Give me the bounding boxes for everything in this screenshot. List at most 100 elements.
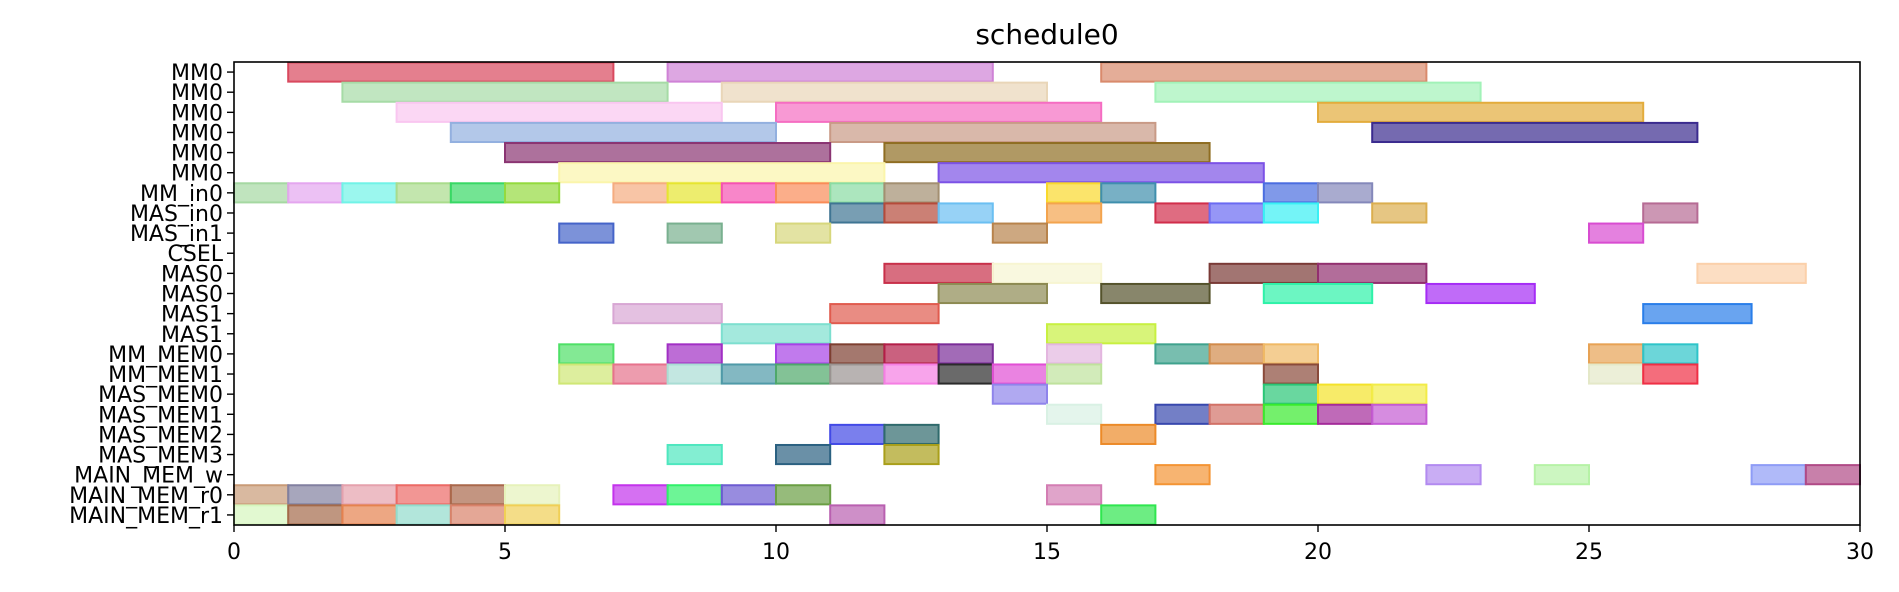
task-bar <box>395 484 452 506</box>
task-bar <box>1100 182 1157 204</box>
task-bar <box>829 504 886 526</box>
task-bar <box>1588 363 1645 385</box>
row-label: MAIN_MEM_r0 <box>69 484 223 509</box>
task-bar <box>287 504 344 526</box>
task-bar <box>504 504 561 526</box>
task-bar <box>829 423 886 445</box>
task-bar <box>1154 81 1482 103</box>
task-bar <box>1588 343 1645 365</box>
task-bar <box>937 282 1048 305</box>
row-label: MAS0 <box>161 262 223 287</box>
chart-title: schedule0 <box>975 18 1118 51</box>
task-bar <box>1642 363 1699 385</box>
task-bar <box>1371 202 1428 224</box>
task-bar <box>666 443 723 466</box>
task-bar <box>991 262 1103 284</box>
task-bar <box>504 484 561 506</box>
task-bar <box>1046 403 1103 425</box>
task-bar <box>991 222 1048 244</box>
task-bar <box>775 484 832 506</box>
task-bar <box>937 343 994 365</box>
task-bar <box>775 343 832 365</box>
task-bar <box>1642 202 1699 224</box>
task-bar <box>1154 464 1211 486</box>
task-bar <box>829 363 886 385</box>
row-label: MAS_MEM0 <box>98 383 223 408</box>
task-bar <box>1533 464 1591 486</box>
task-bar <box>341 504 398 526</box>
task-bar <box>449 182 506 204</box>
task-bar <box>1046 182 1103 204</box>
row-label: MAS_MEM3 <box>98 444 223 469</box>
task-bar <box>1696 262 1807 284</box>
task-bar <box>775 363 832 385</box>
row-label: MM0 <box>171 121 223 146</box>
task-bar <box>666 222 723 244</box>
row-label: MAS_MEM2 <box>98 423 223 448</box>
task-bar <box>883 423 940 445</box>
row-label: MAS_in0 <box>130 202 223 227</box>
task-bar <box>1317 101 1645 123</box>
task-bar <box>1208 343 1265 365</box>
task-bar <box>1046 484 1103 506</box>
task-bar <box>1371 383 1428 405</box>
task-bar <box>666 363 723 385</box>
task-bar <box>720 363 777 385</box>
task-bar <box>720 81 1048 103</box>
task-bar <box>666 61 994 83</box>
x-tick-label: 25 <box>1575 540 1603 565</box>
task-bar <box>341 81 669 103</box>
task-bar <box>1262 363 1320 385</box>
task-bar <box>1262 403 1320 425</box>
task-bar <box>720 323 832 345</box>
task-bar <box>504 182 561 204</box>
task-bar <box>883 343 940 365</box>
task-bar <box>558 363 615 385</box>
task-bar <box>1262 282 1374 305</box>
task-bar <box>1317 182 1374 204</box>
task-bar <box>341 182 398 204</box>
task-bar <box>666 182 723 204</box>
task-bar <box>612 484 669 506</box>
task-bar <box>1154 343 1211 365</box>
x-tick-label: 10 <box>762 540 790 565</box>
row-label: MM0 <box>171 162 223 187</box>
task-bar <box>883 142 1211 164</box>
task-bar <box>775 222 832 244</box>
task-bar <box>1046 363 1103 385</box>
task-bar <box>883 182 940 204</box>
row-label: MM0 <box>171 81 223 106</box>
row-label: MM0 <box>171 61 223 86</box>
task-bar <box>1425 282 1536 305</box>
task-bar <box>991 363 1048 385</box>
x-tick-label: 15 <box>1033 540 1061 565</box>
task-bar <box>558 343 615 365</box>
task-bar <box>449 484 506 506</box>
task-bar <box>1317 403 1374 425</box>
row-label: MAS1 <box>161 303 223 328</box>
task-bar <box>504 142 832 164</box>
task-bar <box>720 484 777 506</box>
task-bars <box>233 61 1862 526</box>
row-label: CSEL <box>168 242 224 267</box>
row-label: MM_MEM1 <box>108 363 223 388</box>
x-axis: 0 5 10 15 20 25 30 <box>227 525 1874 565</box>
task-bar <box>612 303 723 325</box>
row-label: MM0 <box>171 142 223 167</box>
task-bar <box>1262 343 1320 365</box>
task-bar <box>883 443 940 466</box>
task-bar <box>395 504 452 526</box>
task-bar <box>1100 423 1157 445</box>
task-bar <box>829 343 886 365</box>
task-bar <box>612 363 669 385</box>
task-bar <box>612 182 669 204</box>
task-bar <box>1371 121 1699 144</box>
task-bar <box>937 363 994 385</box>
task-bar <box>1154 403 1211 425</box>
task-bar <box>1100 282 1211 305</box>
task-bar <box>720 182 777 204</box>
task-bar <box>395 182 452 204</box>
task-bar <box>883 363 940 385</box>
task-bar <box>937 162 1265 184</box>
